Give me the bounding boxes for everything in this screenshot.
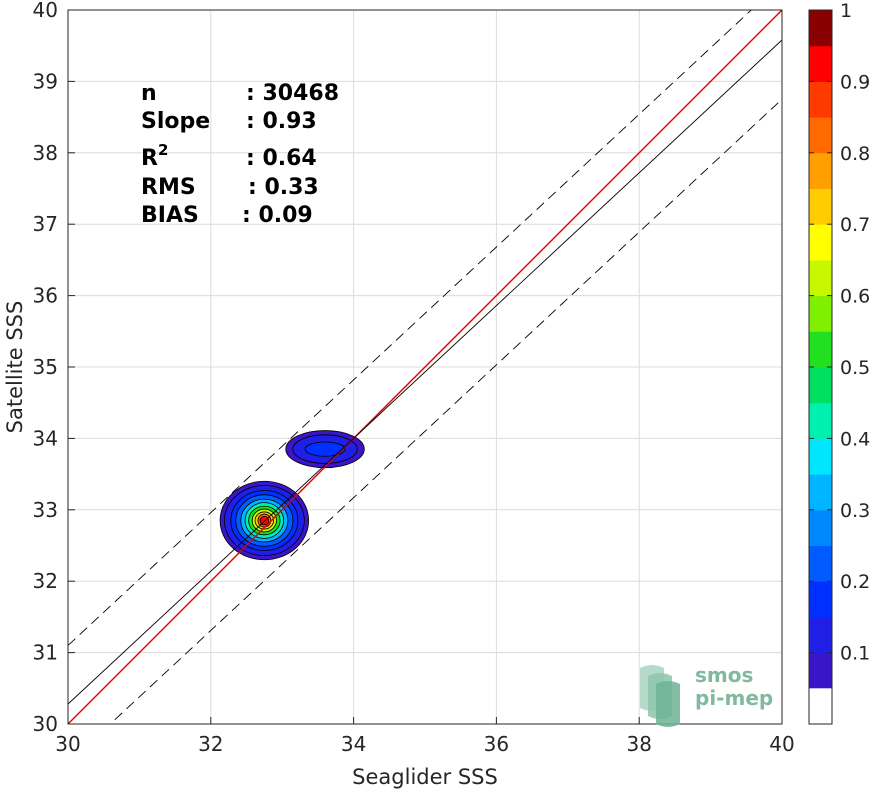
x-axis-ticks: 30 32 34 36 38 40 — [55, 717, 795, 756]
stat-value: : 0.93 — [246, 109, 317, 134]
colorbar-tick-label: 1 — [840, 0, 852, 22]
regression-line — [68, 39, 782, 705]
y-tick-label: 40 — [33, 0, 58, 22]
contour-level — [259, 515, 270, 526]
stat-superscript: 2 — [158, 141, 168, 159]
y-tick-label: 39 — [33, 69, 58, 93]
y-axis-label: Satellite SSS — [3, 301, 27, 434]
colorbar-tick-label: 0.9 — [840, 71, 870, 93]
y-tick-label: 31 — [33, 641, 58, 665]
one-to-one-line — [68, 10, 782, 724]
colorbar-bin — [809, 509, 832, 546]
y-tick-label: 33 — [33, 498, 58, 522]
colorbar-bin-empty — [809, 688, 832, 724]
secondary-cluster — [285, 430, 365, 469]
colorbar-bin — [809, 188, 832, 225]
colorbar-tick-label: 0.3 — [840, 500, 870, 522]
colorbar-bin — [809, 45, 832, 82]
x-tick-label: 38 — [626, 732, 651, 756]
y-tick-label: 37 — [33, 212, 58, 236]
colorbar-tick-label: 0.2 — [840, 571, 870, 593]
density-contours — [219, 430, 365, 561]
upper-bound-line — [68, 10, 752, 646]
logo-line-2: pi-mep — [695, 686, 773, 710]
stat-label: RMS — [141, 175, 196, 200]
x-tick-label: 32 — [198, 732, 223, 756]
x-tick-label: 36 — [484, 732, 509, 756]
colorbar-bin — [809, 616, 832, 654]
y-axis-ticks: 30 31 32 33 34 35 36 37 38 39 40 — [33, 0, 75, 736]
colorbar-bin — [809, 402, 832, 439]
colorbar-bin — [809, 259, 832, 297]
lower-bound-line — [109, 98, 782, 724]
colorbar-tick-label: 0.5 — [840, 357, 870, 379]
colorbar-bin — [809, 331, 832, 368]
x-axis-label: Seaglider SSS — [352, 765, 498, 789]
x-tick-label: 30 — [55, 732, 80, 756]
colorbar-bin — [809, 224, 832, 261]
colorbar: 0.1 0.2 0.3 0.4 0.5 0.6 0.7 0.8 0.9 1 — [808, 0, 870, 725]
colorbar-bin — [809, 581, 832, 618]
logo-line-1: smos — [695, 663, 753, 687]
colorbar-bin — [809, 152, 832, 189]
colorbar-bin — [809, 81, 832, 118]
logo-wave-shape — [656, 681, 680, 727]
stat-label: BIAS — [141, 203, 199, 228]
colorbar-bin — [809, 117, 832, 154]
colorbar-tick-label: 0.1 — [840, 643, 870, 665]
stat-label: n — [141, 81, 157, 106]
y-tick-label: 38 — [33, 141, 58, 165]
stat-value: : 0.33 — [248, 175, 319, 200]
colorbar-bin — [809, 367, 832, 404]
stat-value: : 30468 — [246, 81, 339, 106]
colorbar-tick-label: 0.8 — [840, 143, 870, 165]
y-tick-label: 34 — [33, 426, 58, 450]
colorbar-bin — [809, 545, 832, 582]
colorbar-bin — [809, 295, 832, 332]
reference-lines — [68, 10, 782, 724]
x-tick-label: 40 — [769, 732, 794, 756]
y-tick-label: 30 — [33, 712, 58, 736]
y-tick-label: 32 — [33, 569, 58, 593]
colorbar-tick-label: 0.4 — [840, 428, 870, 450]
colorbar-bin — [809, 652, 832, 689]
colorbar-bin — [809, 474, 832, 511]
stat-value: : 0.09 — [242, 203, 313, 228]
contour-level — [304, 441, 346, 457]
colorbar-bin — [809, 10, 832, 47]
main-cluster — [219, 480, 310, 561]
x-tick-label: 34 — [341, 732, 366, 756]
colorbar-bin — [809, 438, 832, 475]
y-tick-label: 35 — [33, 355, 58, 379]
y-tick-label: 36 — [33, 284, 58, 308]
stat-label: Slope — [141, 109, 210, 134]
stat-value: : 0.64 — [246, 146, 317, 171]
colorbar-tick-label: 0.6 — [840, 286, 870, 308]
colorbar-tick-label: 0.7 — [840, 214, 870, 236]
